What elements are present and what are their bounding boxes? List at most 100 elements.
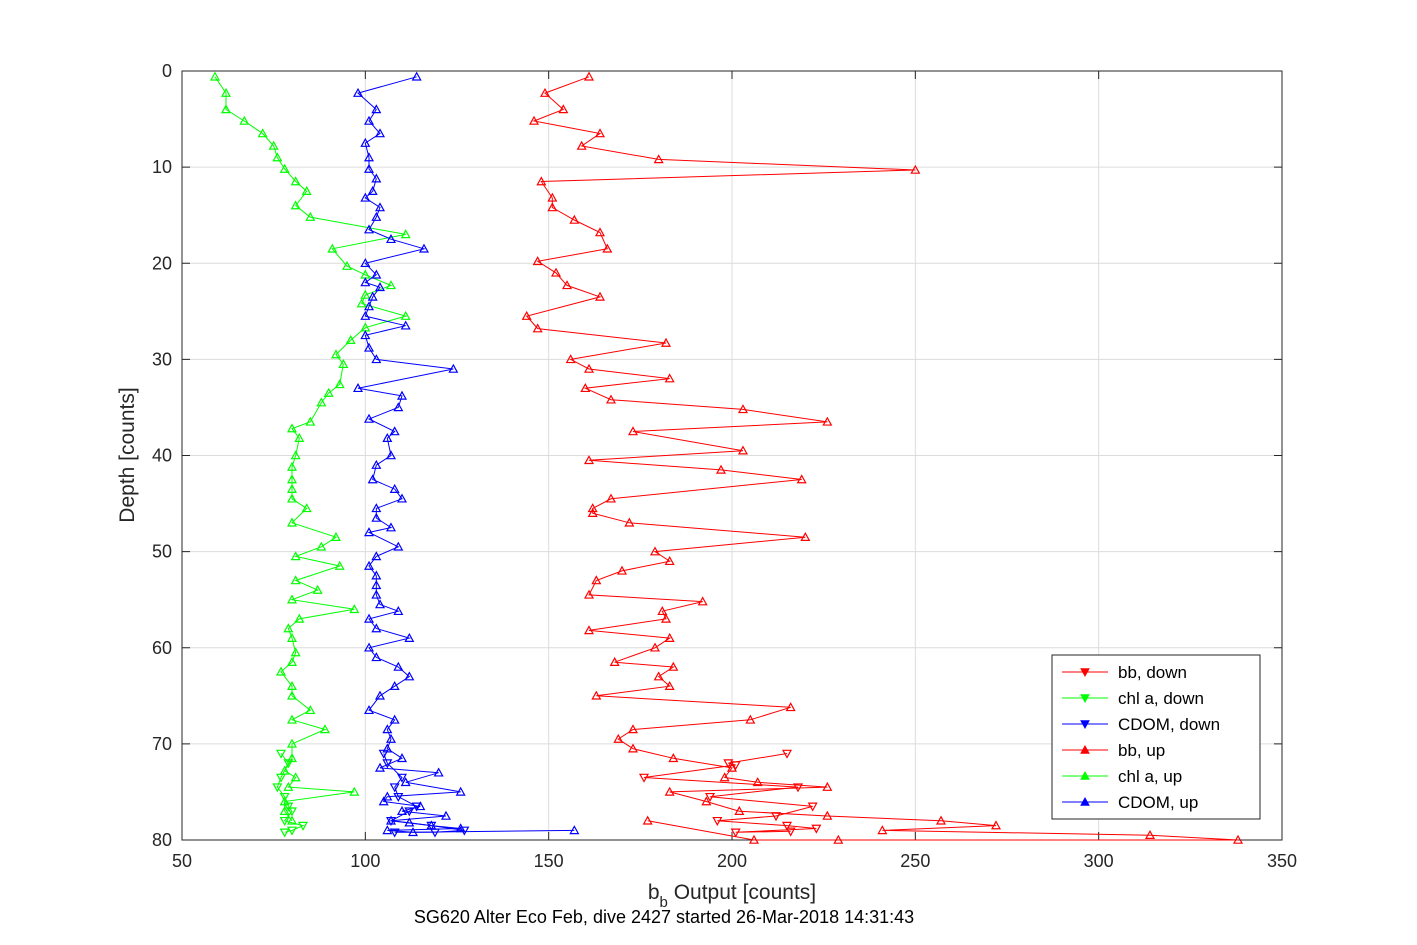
data-point (990, 820, 1002, 830)
data-point (404, 671, 415, 681)
data-point (389, 714, 400, 724)
data-point (396, 805, 408, 815)
data-point (440, 810, 452, 820)
data-point (330, 531, 342, 542)
data-point (385, 280, 397, 290)
data-point (653, 671, 664, 681)
data-point (371, 211, 382, 221)
x-tick-label: 100 (350, 851, 380, 871)
data-point (378, 796, 389, 806)
data-point (719, 772, 730, 782)
data-point (371, 551, 382, 561)
data-point (833, 834, 844, 844)
x-axis-label-subscript: b (660, 894, 668, 911)
data-point (668, 661, 679, 671)
data-point (371, 354, 382, 364)
data-point (323, 387, 334, 397)
series-4 (209, 71, 411, 825)
data-point (374, 202, 386, 212)
data-point (785, 702, 796, 712)
data-point (371, 104, 382, 114)
data-point (396, 753, 408, 763)
legend-swatch-marker (1080, 668, 1090, 678)
data-point (433, 767, 444, 777)
data-point (352, 87, 364, 97)
data-point (382, 743, 393, 753)
data-point (400, 777, 411, 787)
data-point (286, 714, 298, 724)
data-point (822, 810, 833, 820)
legend-swatch-marker (1080, 720, 1090, 730)
data-point (349, 786, 360, 796)
series-line (214, 76, 408, 822)
data-point (627, 724, 639, 734)
data-point (642, 815, 653, 825)
data-point (752, 777, 763, 787)
data-point (385, 450, 397, 460)
data-point (660, 337, 672, 347)
x-axis-label-rest: Output [counts] (668, 881, 816, 904)
data-point (657, 605, 668, 616)
data-point (811, 824, 822, 834)
data-point (393, 792, 404, 802)
data-point (305, 704, 316, 715)
data-point (664, 680, 675, 691)
data-point (286, 815, 298, 825)
y-tick-label: 80 (152, 830, 172, 850)
data-point (363, 224, 375, 234)
data-point (1144, 829, 1156, 839)
data-point (360, 192, 371, 202)
y-tick-label: 30 (152, 349, 172, 369)
data-point (404, 817, 415, 827)
data-point (371, 173, 382, 183)
data-point (349, 604, 360, 614)
series-line (356, 76, 575, 833)
data-point (415, 801, 426, 811)
data-point (382, 724, 393, 734)
data-point (385, 815, 397, 825)
data-point (389, 783, 400, 793)
data-point (220, 87, 232, 97)
data-point (286, 738, 298, 748)
data-point (561, 280, 573, 290)
x-axis-label-main: b (648, 881, 660, 904)
data-point (286, 461, 298, 471)
data-point (363, 527, 375, 537)
data-point (785, 827, 796, 837)
legend-swatch-marker (1080, 744, 1090, 754)
data-point (327, 243, 338, 253)
data-point (609, 656, 620, 666)
data-point (334, 560, 345, 570)
data-point (374, 599, 386, 609)
data-point (807, 802, 818, 812)
data-point (455, 786, 466, 796)
data-point (396, 493, 408, 503)
data-point (290, 200, 301, 210)
data-point (371, 589, 382, 599)
data-point (279, 828, 290, 838)
data-point (583, 71, 595, 81)
data-point (356, 298, 367, 308)
x-tick-label: 150 (534, 851, 564, 871)
data-point (286, 517, 298, 527)
caption: SG620 Alter Eco Feb, dive 2427 started 2… (414, 907, 914, 927)
data-point (272, 783, 283, 793)
series-5 (352, 71, 580, 837)
data-point (220, 104, 232, 114)
series-line (643, 753, 817, 833)
data-point (800, 531, 811, 542)
data-point (367, 185, 378, 195)
data-point (587, 503, 598, 513)
data-point (664, 556, 675, 566)
data-point (822, 416, 833, 426)
data-point (360, 277, 371, 287)
data-point (587, 507, 598, 517)
data-point (286, 753, 298, 763)
data-point (385, 233, 397, 244)
data-point (822, 781, 833, 791)
data-point (338, 358, 349, 368)
data-point (305, 211, 316, 221)
legend-swatch-marker (1080, 770, 1090, 780)
data-point (627, 426, 639, 436)
data-point (613, 733, 624, 743)
